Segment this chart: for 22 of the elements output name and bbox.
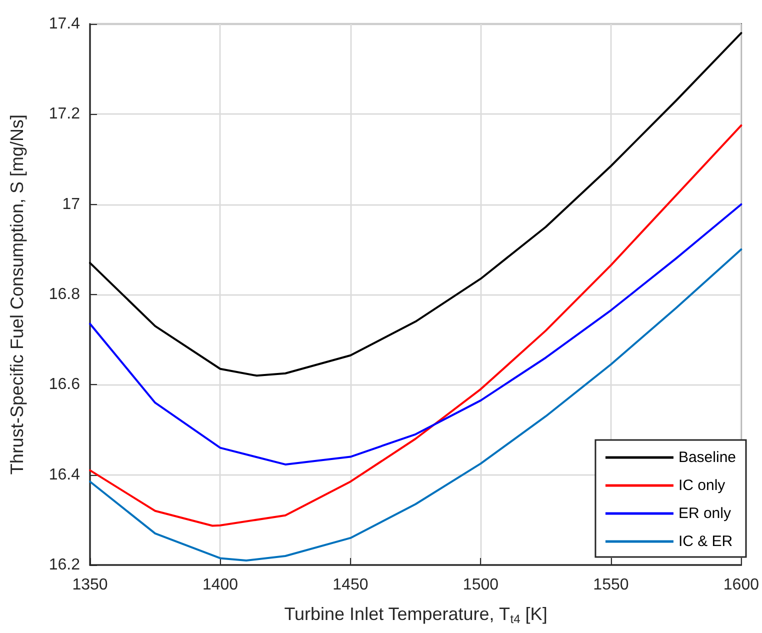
y-tick-label: 16.4 — [48, 466, 80, 484]
y-tick-label: 17 — [62, 196, 80, 213]
x-tick-label: 1600 — [723, 576, 760, 594]
x-tick-label: 1350 — [72, 576, 108, 594]
legend-label: IC only — [678, 477, 726, 494]
legend-label: ER only — [678, 505, 732, 522]
y-tick-label: 16.8 — [48, 286, 80, 303]
x-tick-label: 1550 — [593, 576, 629, 594]
y-tick-label: 17.2 — [48, 106, 80, 123]
line-series — [89, 124, 742, 527]
y-tick-label: 17.4 — [48, 16, 80, 32]
y-tick-label: 16.6 — [48, 376, 80, 394]
y-axis-title: Thrust-Specific Fuel Consumption, S [mg/Ns] — [7, 114, 27, 475]
x-tick-label: 1450 — [332, 576, 368, 594]
line-series — [89, 203, 742, 466]
x-tick-label: 1400 — [202, 576, 238, 594]
x-tick-label: 1500 — [462, 576, 499, 594]
line-series — [89, 248, 742, 562]
y-tick-label: 16.2 — [48, 556, 80, 574]
legend-label: IC & ER — [678, 533, 733, 550]
line-series — [89, 32, 742, 377]
legend-label: Baseline — [678, 449, 736, 466]
